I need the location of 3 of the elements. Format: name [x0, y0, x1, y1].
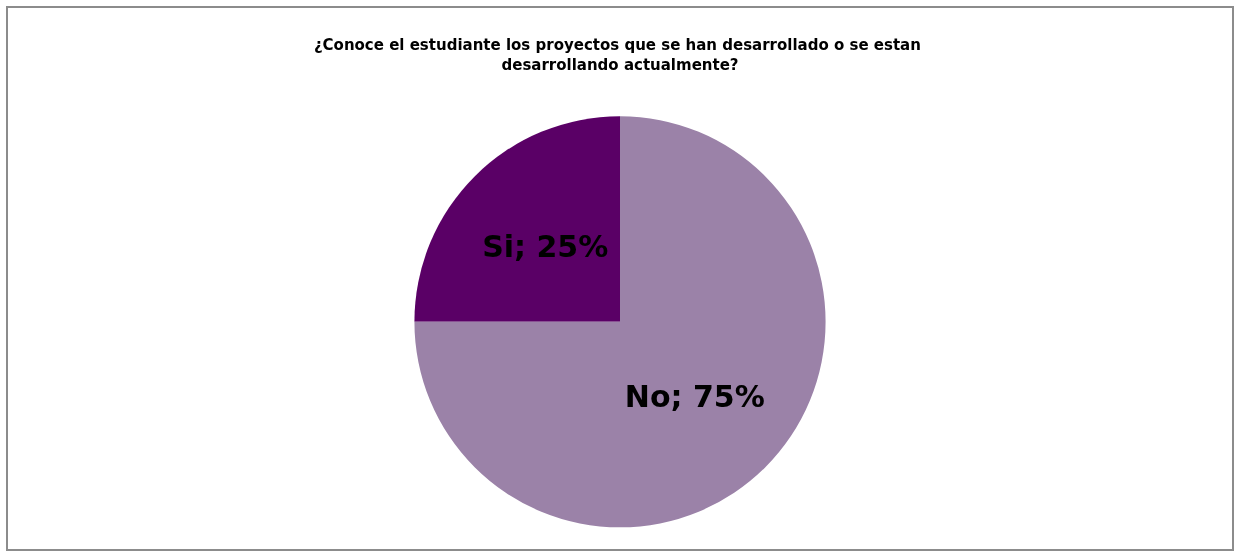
chart-title: ¿Conoce el estudiante los proyectos que se han desarrollado o se estan desarrollando actualmente? [313, 36, 927, 74]
slice-label: No; 75% [624, 379, 765, 415]
slice-label: Si; 25% [482, 229, 609, 265]
